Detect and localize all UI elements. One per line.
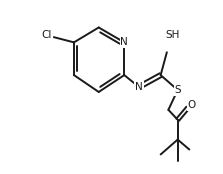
Text: N: N — [135, 82, 143, 92]
Text: S: S — [174, 85, 181, 95]
Text: SH: SH — [165, 30, 180, 40]
Text: Cl: Cl — [42, 30, 52, 40]
Text: N: N — [120, 37, 128, 47]
Text: O: O — [188, 100, 196, 110]
